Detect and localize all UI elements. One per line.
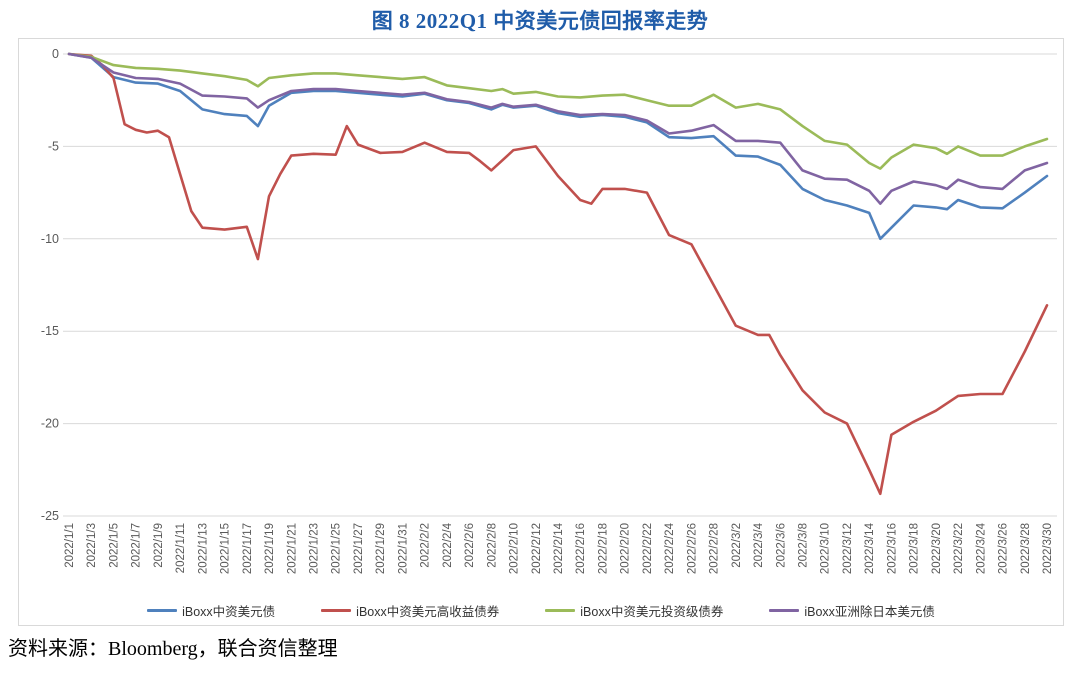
x-axis-tick-label: 2022/1/21 <box>286 523 298 574</box>
chart-legend: iBoxx中资美元债 iBoxx中资美元高收益债券 iBoxx中资美元投资级债券 iB… <box>19 597 1063 623</box>
legend-swatch-icon <box>321 608 352 612</box>
x-axis-tick-label: 2022/2/2 <box>420 523 432 568</box>
x-axis-tick-label: 2022/2/20 <box>620 523 632 574</box>
x-axis-tick-label: 2022/2/4 <box>442 522 454 567</box>
legend-label: iBoxx中资美元债 <box>182 604 276 619</box>
series-line-1 <box>67 52 1049 496</box>
x-axis-tick-label: 2022/3/22 <box>953 523 965 574</box>
y-axis-tick-label: -5 <box>48 139 59 153</box>
x-axis-tick-label: 2022/1/5 <box>108 523 120 568</box>
legend-item: iBoxx中资美元高收益债券 <box>321 601 499 620</box>
x-axis-tick-label: 2022/3/2 <box>731 523 743 568</box>
legend-swatch-icon <box>769 608 800 612</box>
x-axis-tick-label: 2022/2/28 <box>709 523 721 574</box>
series-line-2 <box>67 52 1049 170</box>
x-axis-tick-label: 2022/2/12 <box>531 523 543 574</box>
legend-label: iBoxx中资美元高收益债券 <box>356 604 500 619</box>
x-axis-tick-label: 2022/1/19 <box>264 523 276 574</box>
y-axis-tick-label: -25 <box>41 509 59 523</box>
y-axis-tick-label: 0 <box>52 47 59 61</box>
x-axis-tick-label: 2022/3/20 <box>931 523 943 574</box>
y-axis-tick-label: -10 <box>41 232 59 246</box>
legend-item: iBoxx中资美元投资级债券 <box>545 601 723 620</box>
chart-title: 图 8 2022Q1 中资美元债回报率走势 <box>371 9 709 33</box>
x-axis-tick-label: 2022/2/22 <box>642 523 654 574</box>
legend-label: iBoxx中资美元投资级债券 <box>580 604 724 619</box>
x-axis-tick-label: 2022/2/8 <box>486 523 498 568</box>
x-axis-tick-label: 2022/3/16 <box>886 523 898 574</box>
x-axis-tick-label: 2022/2/18 <box>597 523 609 574</box>
legend-label: iBoxx亚洲除日本美元债 <box>804 604 935 619</box>
x-axis-tick-label: 2022/2/6 <box>464 523 476 568</box>
x-axis-tick-label: 2022/1/7 <box>131 523 143 568</box>
x-axis-tick-label: 2022/1/31 <box>397 523 409 574</box>
x-axis-tick-label: 2022/3/14 <box>864 522 876 574</box>
x-axis-tick-label: 2022/1/9 <box>153 523 165 568</box>
series-line-3 <box>67 52 1049 205</box>
x-axis-tick-label: 2022/1/29 <box>375 523 387 574</box>
x-axis-tick-label: 2022/1/1 <box>64 523 76 568</box>
x-axis-tick-label: 2022/3/4 <box>753 522 765 567</box>
x-axis-tick-label: 2022/2/26 <box>686 523 698 574</box>
line-chart: 0 -5 -10 -15 -20 -25 2022/1/1 2022/1/3 2022/1/5 2… <box>41 47 1057 574</box>
y-axis-tick-label: -20 <box>41 417 59 431</box>
x-axis-tick-label: 2022/2/16 <box>575 523 587 574</box>
x-axis-tick-label: 2022/1/23 <box>309 523 321 574</box>
x-axis-tick-label: 2022/3/8 <box>798 523 810 568</box>
legend-swatch-icon <box>545 608 576 612</box>
x-axis-tick-label: 2022/3/12 <box>842 523 854 574</box>
x-axis-tick-label: 2022/1/25 <box>331 523 343 574</box>
x-axis-tick-label: 2022/3/10 <box>820 523 832 574</box>
x-axis-tick-label: 2022/1/17 <box>242 523 254 574</box>
x-axis-tick-label: 2022/3/30 <box>1042 523 1054 574</box>
y-axis-tick-label: -15 <box>41 324 59 338</box>
x-axis-tick-label: 2022/1/13 <box>197 523 209 574</box>
x-axis-tick-label: 2022/3/28 <box>1020 523 1032 574</box>
x-axis-tick-label: 2022/1/15 <box>220 523 232 574</box>
x-axis-tick-label: 2022/2/14 <box>553 522 565 574</box>
legend-swatch-icon <box>147 608 178 612</box>
x-axis-tick-label: 2022/2/24 <box>664 522 676 574</box>
source-note: 资料来源：Bloomberg，联合资信整理 <box>8 638 338 660</box>
chart-panel: 0 -5 -10 -15 -20 -25 2022/1/1 2022/1/3 2022/1/5 2… <box>18 38 1064 626</box>
x-axis-tick-label: 2022/1/3 <box>86 523 98 568</box>
x-axis-tick-label: 2022/2/10 <box>509 523 521 574</box>
legend-item: iBoxx亚洲除日本美元债 <box>769 601 935 620</box>
series-line-0 <box>67 52 1049 241</box>
x-axis-tick-label: 2022/1/27 <box>353 523 365 574</box>
x-axis-tick-label: 2022/3/24 <box>975 522 987 574</box>
x-axis-tick-label: 2022/3/18 <box>909 523 921 574</box>
x-axis-tick-label: 2022/3/26 <box>998 523 1010 574</box>
x-axis-tick-label: 2022/3/6 <box>775 523 787 568</box>
x-axis-tick-label: 2022/1/11 <box>175 523 187 573</box>
legend-item: iBoxx中资美元债 <box>147 601 275 620</box>
